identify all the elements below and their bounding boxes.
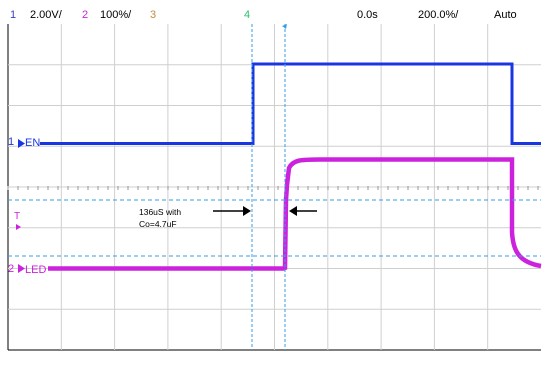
ch2-scale[interactable]: 100%/ [100, 9, 132, 21]
ch1-ground-marker-icon [18, 139, 25, 148]
annotation-arrows [213, 206, 317, 216]
cursors[interactable] [8, 24, 541, 350]
ch4-number[interactable]: 4 [244, 9, 251, 21]
ch3-number[interactable]: 3 [150, 9, 157, 21]
ch2-label: LED [25, 264, 47, 276]
annotation-text: 136uS with Co=4.7uF [139, 206, 181, 230]
trigger-level-marker: T [14, 211, 21, 222]
arrow-left-head [289, 206, 297, 216]
annotation-line-1: 136uS with [139, 207, 182, 217]
trigger-mode[interactable]: Auto [494, 9, 517, 21]
trigger-level-arrow-icon [16, 224, 21, 230]
status-bar: 1 2.00V/ 2 100%/ 3 4 0.0s 200.0%/ Auto [0, 0, 549, 24]
time-offset[interactable]: 0.0s [357, 9, 378, 21]
ch2-number[interactable]: 2 [82, 9, 89, 21]
ch1-trace [40, 62, 541, 145]
ch1-scale[interactable]: 2.00V/ [30, 9, 62, 21]
graticule [7, 24, 541, 351]
trigger-position-diamond-icon [282, 24, 287, 29]
channel-markers [16, 139, 25, 273]
ch1-number[interactable]: 1 [10, 9, 17, 21]
ch2-ground-marker-icon [18, 264, 25, 273]
annotation-line-2: Co=4.7uF [139, 219, 177, 229]
ch2-marker-number: 2 [8, 263, 15, 275]
ch1-marker-number: 1 [8, 136, 15, 148]
timebase[interactable]: 200.0%/ [418, 9, 459, 21]
arrow-right-head [243, 206, 251, 216]
ch1-label: EN [25, 137, 41, 149]
